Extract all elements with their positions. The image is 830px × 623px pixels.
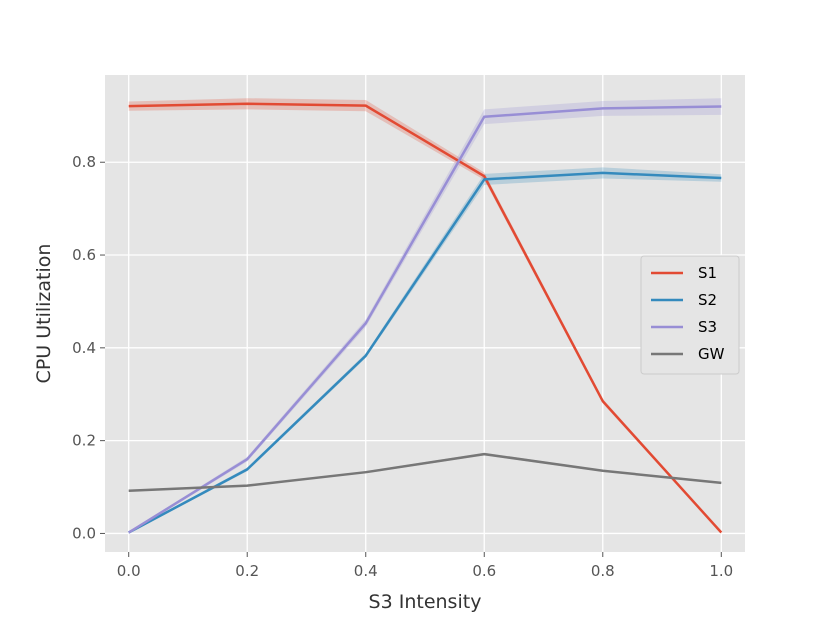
legend: S1 S2 S3 GW: [640, 255, 740, 375]
series-line-s1: [128, 102, 723, 534]
series-line-s3: [128, 105, 722, 534]
x-tick-label: 0.4: [354, 562, 378, 580]
series-line-s2: [128, 171, 722, 534]
legend-label: S2: [698, 291, 717, 309]
y-tick-label: 0.0: [72, 524, 96, 542]
x-tick-label: 0.8: [591, 562, 615, 580]
y-tick-label: 0.4: [72, 339, 96, 357]
y-axis-ticks: 0.0 0.2 0.4 0.6 0.8: [72, 153, 105, 542]
x-axis-ticks: 0.0 0.2 0.4 0.6 0.8 1.0: [117, 552, 733, 580]
legend-label: S3: [698, 318, 717, 336]
y-tick-label: 0.6: [72, 246, 96, 264]
legend-box: [640, 255, 740, 375]
legend-label: S1: [698, 264, 717, 282]
x-tick-label: 1.0: [709, 562, 733, 580]
x-tick-label: 0.2: [235, 562, 259, 580]
x-axis-label: S3 Intensity: [369, 591, 482, 613]
y-tick-label: 0.8: [72, 153, 96, 171]
plot-area: [105, 75, 745, 552]
y-tick-label: 0.2: [72, 432, 96, 450]
x-tick-label: 0.6: [472, 562, 496, 580]
x-tick-label: 0.0: [117, 562, 141, 580]
series-line-gw: [128, 452, 722, 492]
legend-label: GW: [698, 345, 725, 363]
grid-lines: [105, 75, 745, 552]
y-axis-label: CPU Utilization: [33, 244, 55, 384]
series-lines: [128, 102, 723, 534]
